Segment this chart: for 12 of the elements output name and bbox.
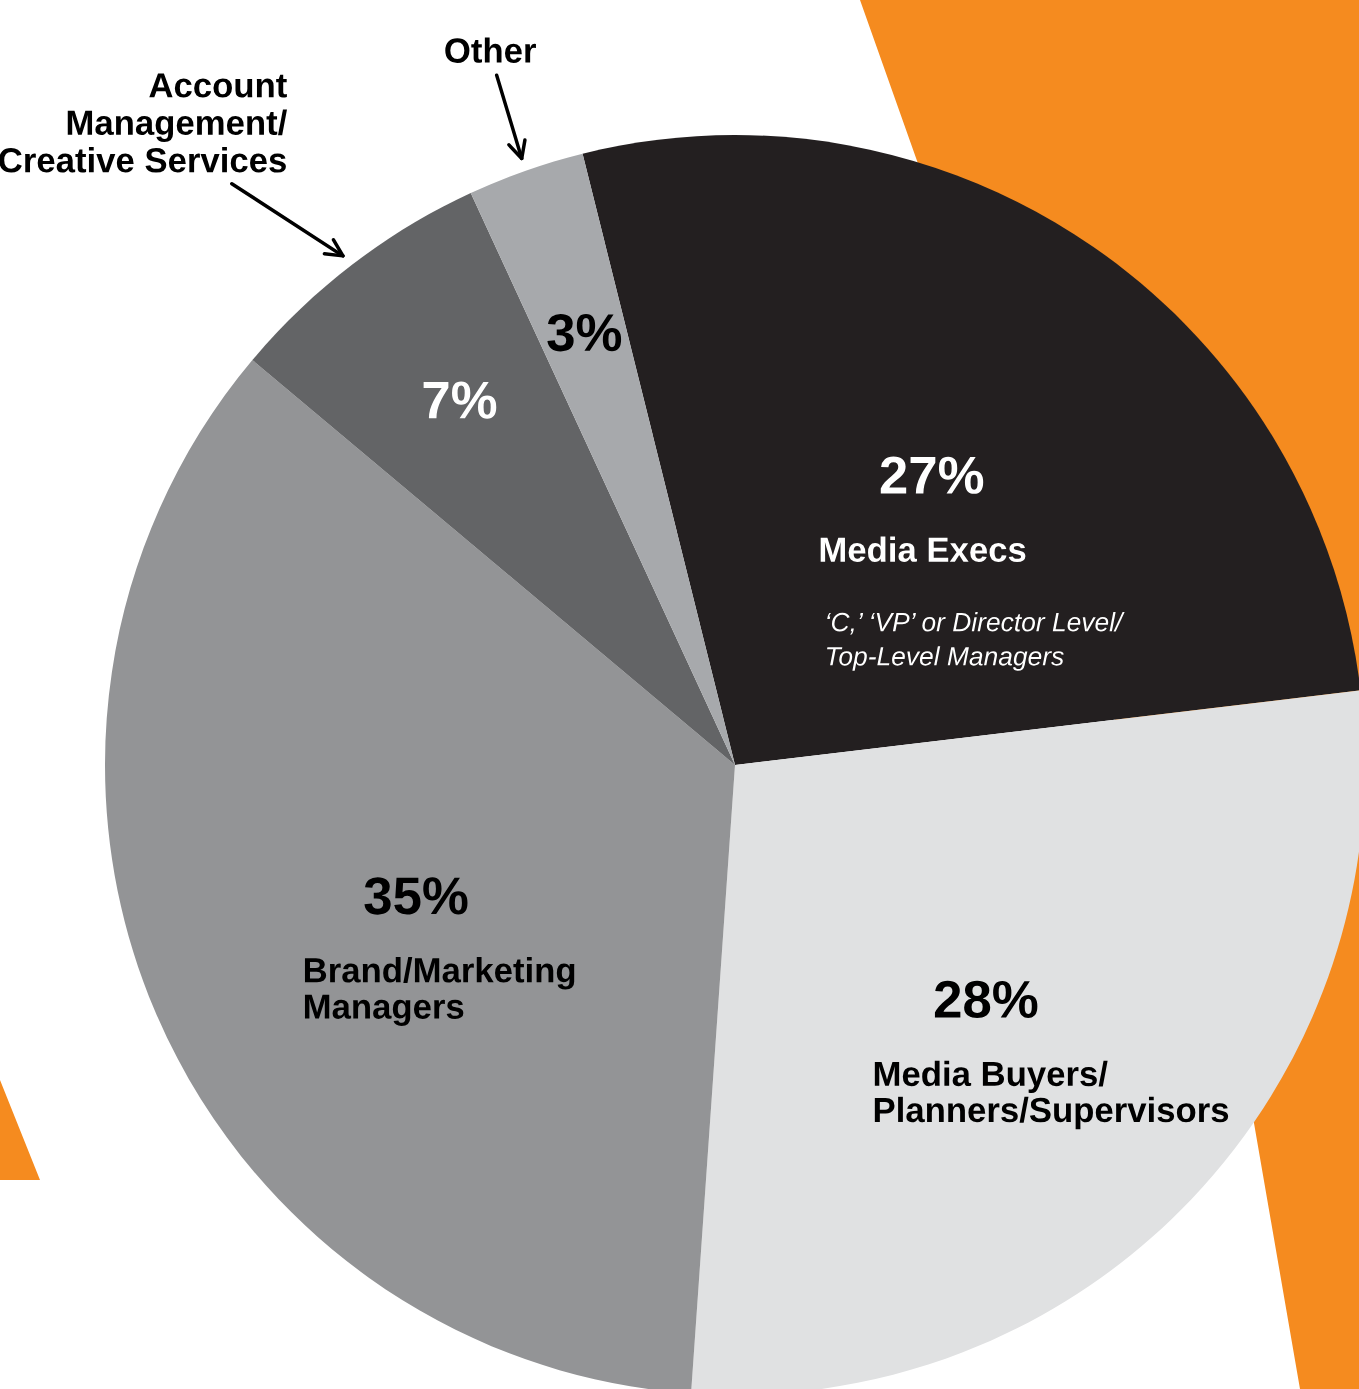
text: ‘C,’ ‘VP’ or Director Level/ Top-Level Managers [827,612,1125,671]
slice-label: Media Buyers/ Planners/Supervisors [874,1060,1229,1130]
data-label: 35% [364,877,468,915]
slice-label: Media Execs [820,536,1026,562]
data-label: 7% [423,381,497,419]
data-label: 27% [880,456,984,494]
data-label: 28% [934,980,1038,1019]
data-label: 3% [547,313,622,352]
slice-label: Brand/Marketing Managers [304,957,575,1026]
slice-label: Other [445,37,536,63]
pie-slice [252,193,735,765]
slice-label: Account Management/ Creative Services [0,73,287,173]
